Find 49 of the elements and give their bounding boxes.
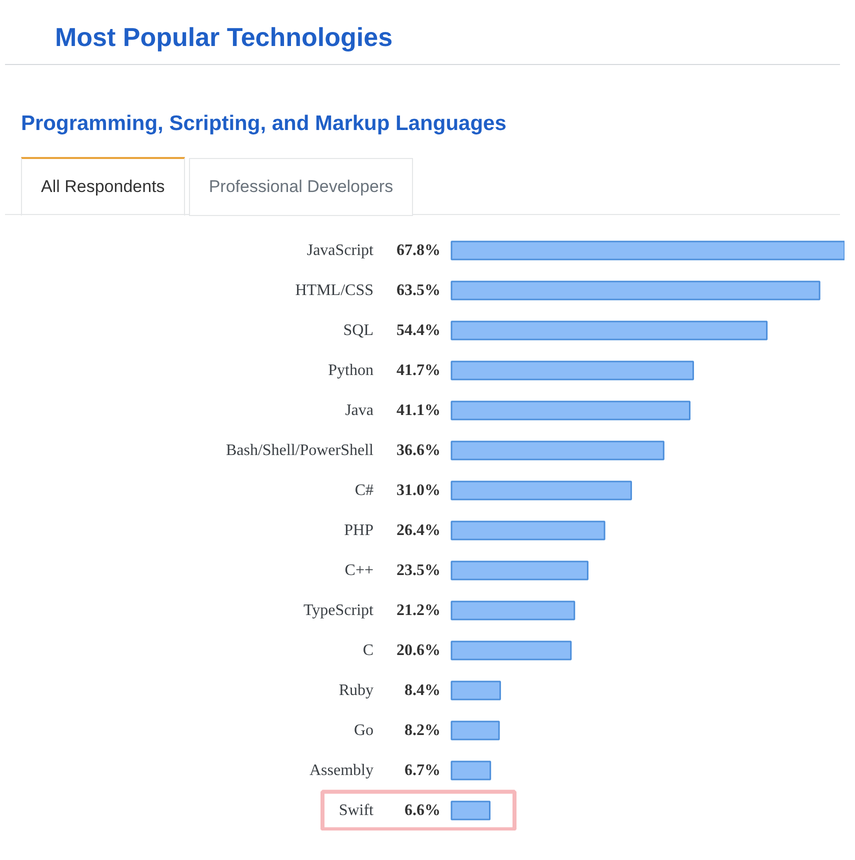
bar <box>450 800 491 820</box>
bar <box>450 520 606 540</box>
data-label: 63.5% <box>396 282 440 299</box>
y-tick-label: SQL <box>343 322 374 339</box>
bar <box>450 240 844 260</box>
text: Programming, Scripting, and Markup Languages <box>21 111 506 137</box>
text: Most Popular Technologies <box>55 21 393 54</box>
data-label: 67.8% <box>396 242 440 259</box>
bar <box>450 560 588 580</box>
data-label: 21.2% <box>396 602 440 619</box>
y-tick-label: TypeScript <box>304 602 374 619</box>
data-label: 23.5% <box>396 562 440 579</box>
data-label: 6.6% <box>404 802 440 819</box>
data-label: 54.4% <box>396 322 440 339</box>
text: Professional Developers <box>188 158 414 216</box>
y-tick-label: Assembly <box>310 762 374 779</box>
y-tick-label: JavaScript <box>306 242 374 259</box>
data-label: 31.0% <box>396 482 440 499</box>
y-tick-label: Bash/Shell/PowerShell <box>226 442 374 459</box>
y-tick-label: HTML/CSS <box>295 282 374 299</box>
data-label: 41.7% <box>396 362 440 379</box>
bar <box>450 760 492 780</box>
bar <box>450 360 694 380</box>
y-tick-label: Java <box>345 402 374 419</box>
y-tick-label: C++ <box>344 562 374 579</box>
data-label: 36.6% <box>396 442 440 459</box>
data-label: 20.6% <box>396 642 440 659</box>
data-label: 8.2% <box>404 722 440 739</box>
bar <box>450 600 576 620</box>
y-tick-label: PHP <box>344 522 374 539</box>
bar <box>450 680 501 700</box>
text: All Respondents <box>21 157 185 216</box>
y-tick-label: Swift <box>338 802 374 819</box>
bar <box>450 640 572 660</box>
bar <box>450 720 500 740</box>
data-label: 8.4% <box>404 682 440 699</box>
bar <box>450 280 820 300</box>
bar <box>450 480 632 500</box>
data-label: 26.4% <box>396 522 440 539</box>
y-tick-label: Ruby <box>338 682 374 699</box>
data-label: 6.7% <box>404 762 440 779</box>
y-tick-label: Python <box>328 362 374 379</box>
y-tick-label: C# <box>354 482 374 499</box>
bar <box>450 440 664 460</box>
data-label: 41.1% <box>396 402 440 419</box>
y-tick-label: Go <box>354 722 374 739</box>
bar <box>450 400 690 420</box>
bar <box>450 320 768 340</box>
y-tick-label: C <box>362 642 374 659</box>
